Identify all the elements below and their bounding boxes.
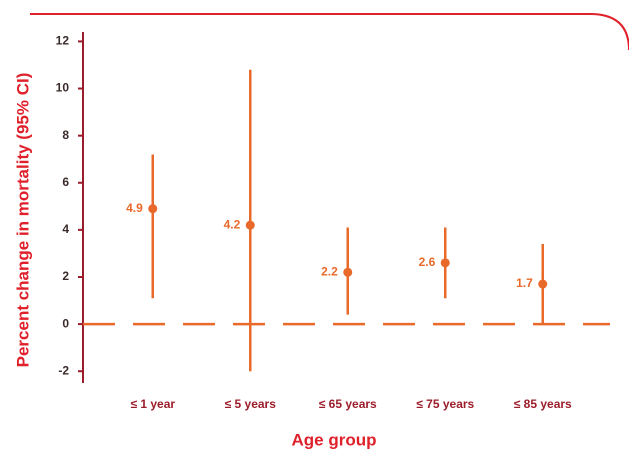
point	[440, 258, 450, 268]
x-axis-title: Age group	[292, 430, 377, 449]
value-label: 4.2	[224, 217, 241, 231]
x-tick-label: ≤ 75 years	[416, 397, 474, 411]
point	[245, 220, 255, 230]
x-tick-label: ≤ 65 years	[319, 397, 377, 411]
y-tick-label: 2	[62, 269, 69, 283]
y-tick-label: -2	[58, 363, 69, 377]
value-label: 2.2	[321, 264, 338, 278]
y-tick-label: 4	[62, 222, 69, 236]
value-label: 4.9	[126, 201, 143, 215]
y-axis-title: Percent change in mortality (95% CI)	[13, 73, 32, 368]
value-label: 1.7	[516, 276, 533, 290]
y-tick-label: 0	[62, 316, 69, 330]
y-tick-label: 12	[56, 34, 70, 48]
x-tick-label: ≤ 1 year	[130, 397, 175, 411]
point	[343, 267, 353, 277]
value-label: 2.6	[419, 255, 436, 269]
y-tick-label: 10	[56, 81, 70, 95]
y-tick-label: 8	[62, 128, 69, 142]
y-tick-label: 6	[62, 175, 69, 189]
frame	[30, 13, 629, 51]
x-tick-label: ≤ 85 years	[514, 397, 572, 411]
point	[148, 204, 158, 214]
x-tick-label: ≤ 5 years	[225, 397, 277, 411]
point	[538, 279, 548, 289]
